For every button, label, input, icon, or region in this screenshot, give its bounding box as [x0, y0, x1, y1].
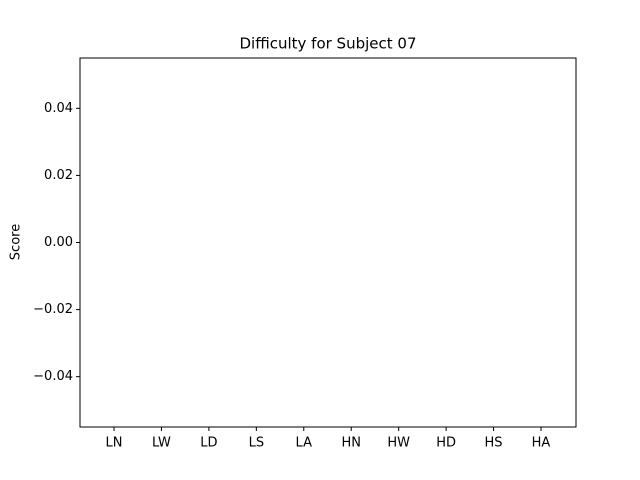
chart-title: Difficulty for Subject 07 — [240, 35, 417, 53]
x-tick-label: HS — [485, 436, 503, 451]
y-tick-label: 0.00 — [44, 235, 73, 250]
y-tick-label: −0.02 — [33, 302, 73, 317]
x-tick-label: HN — [341, 436, 361, 451]
x-tick-label: LA — [296, 436, 313, 451]
x-tick-label: LS — [249, 436, 265, 451]
x-tick-label: HW — [387, 436, 410, 451]
x-tick-label: HD — [436, 436, 456, 451]
y-tick-label: −0.04 — [33, 369, 73, 384]
y-tick-label: 0.02 — [44, 168, 73, 183]
x-tick-label: LW — [152, 436, 171, 451]
y-axis-label: Score — [9, 224, 24, 260]
x-tick-label: LN — [106, 436, 123, 451]
plot-frame — [79, 57, 577, 428]
x-tick-label: LD — [200, 436, 217, 451]
x-tick-label: HA — [532, 436, 551, 451]
y-tick-label: 0.04 — [44, 101, 73, 116]
